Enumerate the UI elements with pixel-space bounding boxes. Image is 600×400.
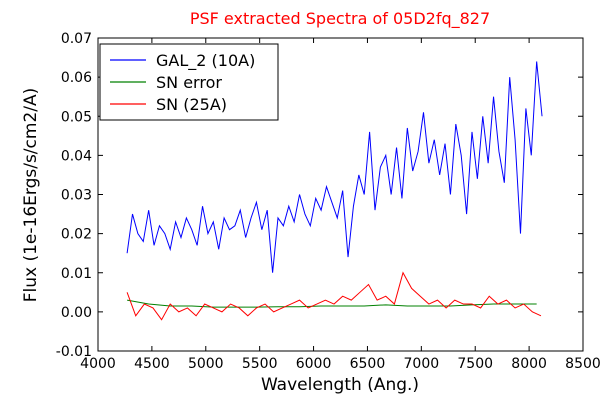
x-tick-label: 5000 [188,356,224,372]
x-tick-label: 5500 [242,356,278,372]
x-tick-label: 6000 [296,356,332,372]
x-tick-label: 8500 [565,356,600,372]
series-line [126,61,543,273]
x-tick-label: 4500 [134,356,170,372]
x-tick-label: 7500 [457,356,493,372]
legend-label: SN (25A) [156,95,227,114]
y-axis-label: Flux (1e-16Ergs/s/cm2/A) [21,88,41,303]
y-tick-label: -0.01 [56,344,92,360]
plot-frame [97,37,584,352]
x-tick-label: 8000 [511,356,547,372]
y-tick-label: 0.07 [61,31,92,47]
chart-title: PSF extracted Spectra of 05D2fq_827 [190,9,490,29]
legend-label: GAL_2 (10A) [156,51,255,71]
x-axis-label: Wavelength (Ang.) [261,375,419,395]
series-line [126,271,542,321]
x-tick-label: 4000 [80,356,116,372]
y-tick-label: 0.06 [61,70,92,86]
x-tick-label: 6500 [350,356,386,372]
y-tick-label: 0.02 [61,227,92,243]
y-tick-label: 0.03 [61,188,92,204]
x-tick-label: 7000 [404,356,440,372]
legend-label: SN error [156,73,222,92]
series-line [127,299,537,308]
y-tick-label: 0.05 [61,109,92,125]
y-tick-label: 0.00 [61,305,92,321]
y-tick-label: 0.01 [61,266,92,282]
y-tick-label: 0.04 [61,148,92,164]
